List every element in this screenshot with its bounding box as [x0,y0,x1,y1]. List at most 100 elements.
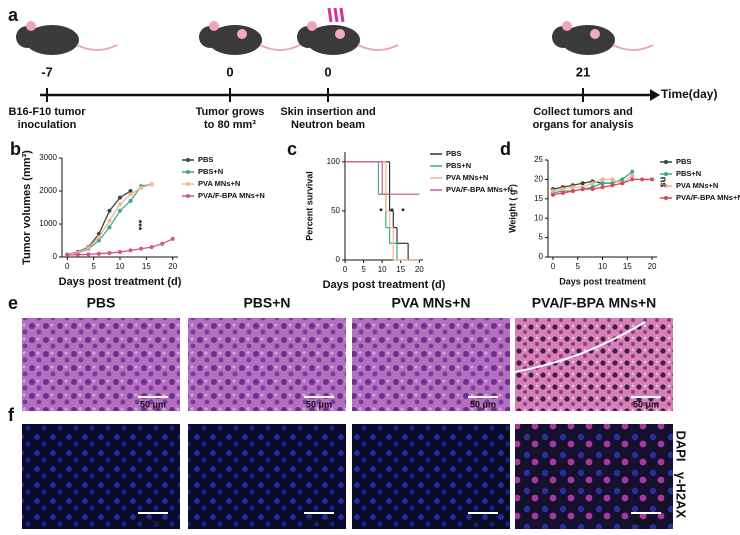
x-tick-label: 15 [623,262,632,271]
x-tick-label: 15 [396,265,405,274]
panel-label: b [10,139,21,159]
y-tick-label: 15 [534,194,543,203]
data-point [128,198,133,203]
tumor [237,29,247,39]
data-point [96,251,101,256]
channel-label: DAPI [674,430,689,461]
data-point [590,187,595,192]
data-point [107,225,112,230]
legend-label: PVA/F-BPA MNs+N [198,191,265,200]
x-tick-label: 20 [415,265,424,274]
y-axis-label: Percent survival [304,171,314,241]
legend-label: PBS [676,157,691,166]
legend-label: PBS [198,155,213,164]
x-tick-label: 0 [65,262,70,271]
mouse-tail [357,44,399,51]
annotation: * [390,206,394,216]
fluorescence-image [22,424,180,529]
data-point [139,246,144,251]
mouse-ear [26,21,36,31]
legend-marker [186,182,190,186]
mouse-tail [612,44,654,51]
data-point [620,177,625,182]
data-point [118,250,122,255]
data-point [600,181,605,186]
scale-bar-label: 50 μm [140,399,166,409]
histology-image [352,318,510,411]
data-point [640,177,645,182]
mouse-head [552,26,574,48]
legend-label: PBS [446,149,461,158]
fluorescence-image [188,424,346,529]
legend-label: PVA/F-BPA MNs+N [446,185,513,194]
legend-label: PBS+N [676,169,701,178]
data-point [118,202,122,207]
x-axis-label: Days post treatment [559,276,646,286]
annotation: ns [659,177,669,188]
y-tick-label: 25 [534,155,543,164]
data-point [590,181,595,186]
data-point [96,235,101,240]
needle [333,7,339,23]
mouse-body [25,25,79,55]
data-point [149,182,154,187]
scale-bar-label: 50 μm [633,399,659,409]
legend-marker [186,158,190,162]
timeline-time: 0 [226,64,233,79]
legend-marker [664,160,668,164]
data-point [560,187,565,192]
mouse-tail [259,44,301,51]
mouse-icons [16,21,654,55]
tumor [335,29,345,39]
x-tick-label: 20 [648,262,657,271]
data-point [128,192,133,197]
data-point [107,218,112,223]
annotation: * [379,206,383,216]
fluorescence-image [352,424,510,529]
data-point [149,245,154,250]
histology-image [22,318,180,411]
timeline-caption: Neutron beam [291,119,365,131]
y-axis-label: Tumor volumes (mm³) [21,150,33,265]
mouse-ear [562,21,572,31]
timeline-time: -7 [41,64,53,79]
histology-image [515,318,673,411]
x-tick-label: 10 [116,262,125,271]
timeline-caption: Skin insertion and [280,106,375,118]
timeline-caption: Tumor grows [196,106,265,118]
data-point [650,177,655,182]
histology-image [188,318,346,411]
data-point [118,195,122,200]
timeline-axis-label: Time(day) [661,87,717,101]
y-tick-label: 100 [327,157,341,166]
legend-marker [186,170,190,174]
scale-bar-label: 50 μm [470,399,496,409]
histology-title: PBS [87,295,116,311]
annotation: * [401,206,405,216]
x-axis-label: Days post treatment (d) [59,276,182,288]
mouse-body [561,25,615,55]
panel-label: e [8,293,18,313]
legend-label: PVA/F-BPA MNs+N [676,193,740,202]
legend-marker [664,196,668,200]
scale-bar-label: 50 μm [470,516,496,526]
x-tick-label: 5 [576,262,581,271]
fluorescence-image [515,424,673,529]
data-point [630,173,635,178]
data-point [630,169,635,174]
legend-label: PBS+N [446,161,471,170]
legend-marker [664,184,668,188]
timeline-arrow [650,89,660,101]
needle [327,7,333,23]
panel-label: c [287,139,297,159]
data-point [86,252,91,257]
y-tick-label: 50 [331,206,340,215]
timeline-caption: organs for analysis [533,119,634,131]
x-tick-label: 10 [378,265,387,274]
data-point [560,190,565,195]
histology-title: PVA MNs+N [392,295,471,311]
timeline-time: 21 [576,64,590,79]
panel-label: d [500,139,511,159]
x-tick-label: 10 [598,262,607,271]
